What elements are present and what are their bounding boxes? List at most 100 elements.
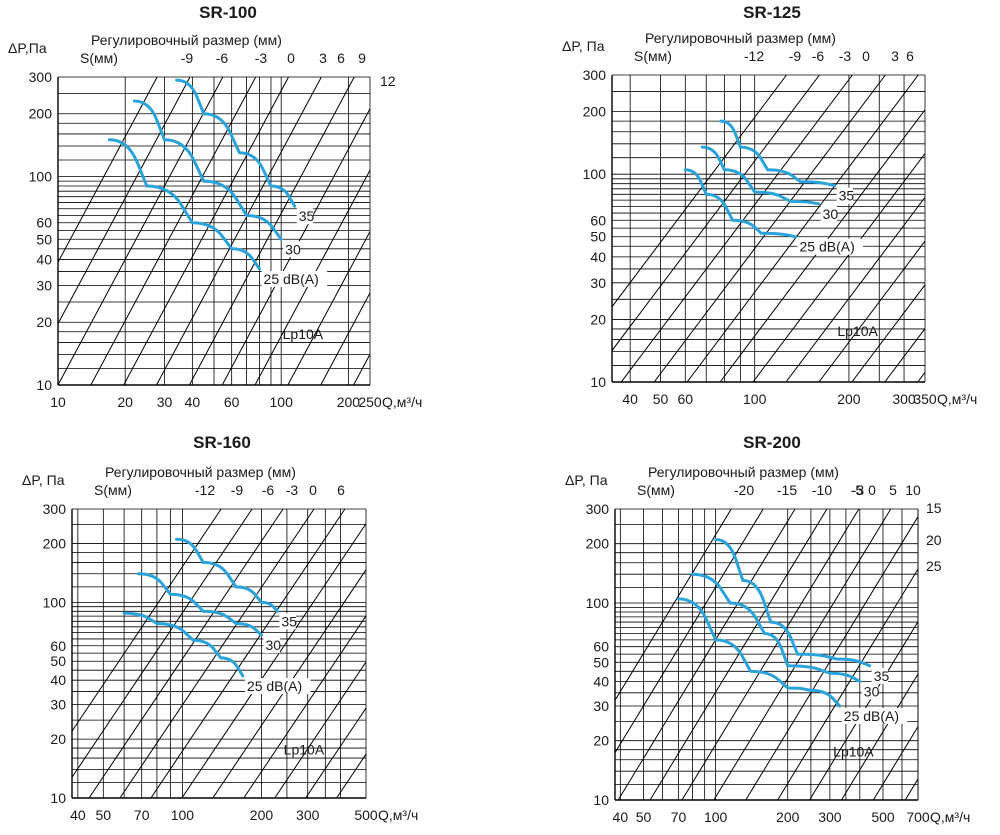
diagonal-lines (615, 509, 918, 800)
x-tick-label: 50 (653, 391, 669, 407)
y-tick-label: 100 (29, 168, 53, 184)
y-tick-label: 300 (583, 67, 607, 83)
series-label: 30 (265, 637, 281, 653)
s-line (809, 620, 918, 800)
y-axis-label: ΔP, Па (565, 472, 608, 488)
x-tick-label: 350 (913, 391, 937, 407)
series-curve-35 (714, 538, 872, 668)
s-line (221, 107, 370, 385)
s-line (851, 284, 925, 382)
s-line (274, 661, 366, 798)
s-line (884, 327, 925, 382)
y-tick-label: 20 (593, 733, 609, 749)
y-tick-label: 30 (36, 278, 52, 294)
y-tick-label: 40 (50, 672, 66, 688)
y-tick-label: 200 (586, 536, 610, 552)
y-tick-label: 30 (50, 697, 66, 713)
lp-label: Lp10A (283, 326, 324, 342)
series-label: 35 (299, 208, 315, 224)
s-value-label: 5 (889, 482, 897, 498)
s-line (653, 75, 886, 382)
s-line (872, 725, 918, 800)
x-tick-label: 200 (776, 809, 800, 825)
s-line (181, 522, 366, 798)
series-label: 25 dB(A) (247, 678, 302, 694)
s-line (188, 77, 355, 385)
s-value-label: 0 (309, 482, 317, 498)
y-tick-label: 300 (43, 501, 67, 517)
s-value-label: 3 (891, 48, 899, 64)
y-tick-label: 300 (29, 69, 53, 85)
y-tick-label: 300 (586, 501, 610, 517)
s-line (150, 509, 346, 798)
s-line (904, 778, 918, 800)
y-axis-label: ΔP, Па (22, 472, 65, 488)
series-label: 25 dB(A) (800, 239, 855, 255)
x-tick-label: 70 (134, 807, 150, 823)
x-axis-label: Q,м³/ч (930, 809, 970, 825)
x-tick-label: 50 (96, 807, 112, 823)
series-curve-35 (175, 78, 297, 208)
lp-label: Lp10A (837, 323, 878, 339)
series-curve-25-db-a- (683, 168, 798, 239)
y-tick-label: 20 (36, 314, 52, 330)
s-value-label: 0 (287, 50, 295, 66)
y-tick-label: 60 (590, 212, 606, 228)
s-line (617, 509, 796, 800)
right-s-label: 15 (926, 500, 942, 516)
series-curve-30 (136, 572, 263, 637)
s-line (612, 75, 820, 352)
diagonal-lines (58, 77, 370, 385)
series-label: 35 (839, 188, 855, 204)
chart-title: SR-200 (743, 433, 801, 452)
s-line (615, 509, 732, 702)
x-tick-label: 60 (224, 394, 240, 410)
s-line (58, 77, 224, 385)
adjust-size-label: Регулировочный размер (мм) (91, 32, 282, 48)
s-line (841, 673, 918, 800)
s-line (649, 509, 828, 800)
s-line (254, 169, 370, 385)
s-line (243, 615, 366, 798)
s-value-label: -5 (851, 482, 864, 498)
lp-label: Lp10A (833, 743, 874, 759)
series-curve-25-db-a- (122, 611, 245, 678)
s-line (58, 77, 158, 264)
s-line (777, 568, 918, 800)
s-value-label: -15 (777, 482, 797, 498)
s-line (156, 77, 322, 385)
series-label-bg (861, 683, 879, 700)
s-label: S(мм) (637, 482, 675, 498)
y-tick-label: 100 (583, 166, 607, 182)
y-tick-label: 200 (583, 104, 607, 120)
s-value-label: 6 (337, 50, 345, 66)
s-value-label: 6 (337, 482, 345, 498)
s-line (719, 109, 925, 382)
s-line (612, 75, 787, 308)
s-value-label: 10 (905, 482, 921, 498)
s-line (287, 230, 370, 385)
series-label-bg (871, 667, 889, 684)
series-label: 35 (281, 613, 297, 629)
x-tick-label: 50 (636, 809, 652, 825)
series-label-bg (797, 238, 864, 255)
series-label-bg (261, 271, 328, 288)
s-value-label: -6 (812, 48, 825, 64)
series-label-bg (820, 205, 837, 222)
s-line (353, 353, 370, 385)
s-line (58, 77, 191, 325)
s-value-label: -12 (195, 482, 215, 498)
series-label-bg (283, 241, 300, 258)
y-tick-label: 20 (50, 731, 66, 747)
s-line (745, 515, 918, 800)
s-value-label: 0 (868, 482, 876, 498)
s-value-label: -9 (789, 48, 802, 64)
chart-title: SR-160 (193, 433, 251, 452)
y-tick-label: 40 (593, 673, 609, 689)
x-tick-label: 40 (622, 391, 638, 407)
